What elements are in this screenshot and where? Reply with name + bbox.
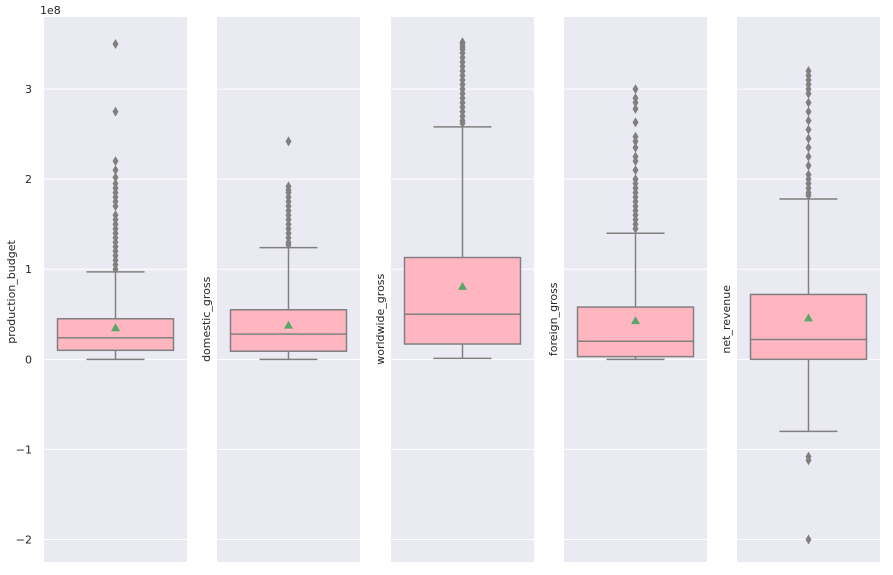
y-tick-label: 1 [25, 263, 32, 276]
outlier-point [805, 106, 812, 117]
mean-marker [458, 281, 467, 290]
outlier-point [632, 97, 639, 108]
mean-marker [111, 323, 120, 332]
outlier-point [459, 118, 466, 129]
y-axis-offset-label: 1e8 [40, 4, 61, 17]
y-axis-label: worldwide_gross [374, 273, 387, 364]
outlier-point [805, 455, 812, 466]
outlier-point [632, 142, 639, 153]
y-tick-label: 0 [25, 353, 32, 366]
outlier-point [285, 239, 292, 250]
outlier-point [112, 39, 119, 50]
mean-marker [804, 313, 813, 322]
outlier-point [805, 160, 812, 171]
iqr-box [576, 306, 695, 358]
panel-domestic-gross: domestic_gross [200, 17, 360, 562]
y-axis-label: domestic_gross [200, 276, 213, 362]
outlier-point [805, 190, 812, 201]
outlier-point [112, 172, 119, 183]
y-axis-label: net_revenue [720, 285, 733, 354]
panel-foreign-gross: foreign_gross [547, 17, 707, 562]
mean-marker [284, 320, 293, 329]
outlier-point [632, 136, 639, 147]
outlier-point [632, 117, 639, 128]
outlier-point [805, 115, 812, 126]
outlier-point [112, 165, 119, 176]
iqr-box [229, 309, 348, 352]
y-tick-label: 3 [25, 83, 32, 96]
panel-worldwide-gross: worldwide_gross [374, 17, 534, 562]
y-tick-label: 2 [25, 173, 32, 186]
y-tick-label: −1 [16, 443, 32, 456]
outlier-point [632, 103, 639, 114]
outlier-point [805, 133, 812, 144]
outlier-point [285, 136, 292, 147]
y-axis-label: foreign_gross [547, 282, 560, 356]
iqr-box [403, 256, 522, 345]
outlier-point [805, 142, 812, 153]
outlier-point [805, 97, 812, 108]
outlier-point [112, 264, 119, 275]
outlier-point [112, 106, 119, 117]
outlier-point [632, 84, 639, 95]
panel-net-revenue: net_revenue [720, 17, 880, 562]
outlier-point [112, 201, 119, 212]
outlier-point [805, 151, 812, 162]
y-axis-label: production_budget [5, 240, 18, 344]
panel-production-budget: −2 −1 0 1 2 3 production_budget [5, 17, 187, 562]
outlier-point [112, 156, 119, 167]
y-tick-label: −2 [16, 533, 32, 546]
outlier-point [805, 88, 812, 99]
panels-group: −2 −1 0 1 2 3 production_budget domestic_gross w… [5, 17, 880, 562]
outlier-point [632, 156, 639, 167]
outlier-point [632, 223, 639, 234]
mean-marker [631, 316, 640, 325]
outlier-point [805, 124, 812, 135]
outlier-point [632, 165, 639, 176]
outlier-point [805, 534, 812, 545]
iqr-box [749, 293, 868, 361]
